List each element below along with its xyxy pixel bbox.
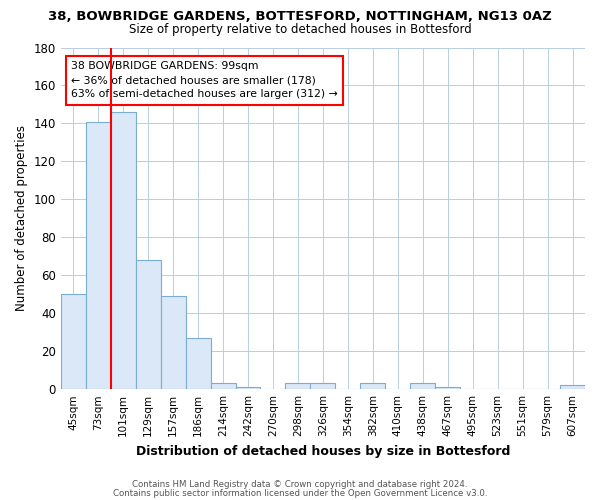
Bar (86, 122, 111, 389)
Bar (185, 338, 211, 389)
Bar (286, 384, 310, 389)
Y-axis label: Number of detached properties: Number of detached properties (15, 126, 28, 312)
X-axis label: Distribution of detached houses by size in Bottesford: Distribution of detached houses by size … (136, 444, 510, 458)
Bar (161, 296, 185, 389)
Text: Size of property relative to detached houses in Bottesford: Size of property relative to detached ho… (128, 22, 472, 36)
Bar (236, 388, 260, 389)
Bar (310, 384, 335, 389)
Bar (410, 384, 435, 389)
Bar (211, 384, 236, 389)
Bar (136, 260, 161, 389)
Bar (111, 112, 136, 389)
Bar (435, 388, 460, 389)
Text: Contains HM Land Registry data © Crown copyright and database right 2024.: Contains HM Land Registry data © Crown c… (132, 480, 468, 489)
Text: Contains public sector information licensed under the Open Government Licence v3: Contains public sector information licen… (113, 488, 487, 498)
Bar (61, 294, 86, 389)
Text: 38 BOWBRIDGE GARDENS: 99sqm
← 36% of detached houses are smaller (178)
63% of se: 38 BOWBRIDGE GARDENS: 99sqm ← 36% of det… (71, 61, 338, 99)
Bar (560, 386, 585, 389)
Text: 38, BOWBRIDGE GARDENS, BOTTESFORD, NOTTINGHAM, NG13 0AZ: 38, BOWBRIDGE GARDENS, BOTTESFORD, NOTTI… (48, 10, 552, 23)
Bar (361, 384, 385, 389)
